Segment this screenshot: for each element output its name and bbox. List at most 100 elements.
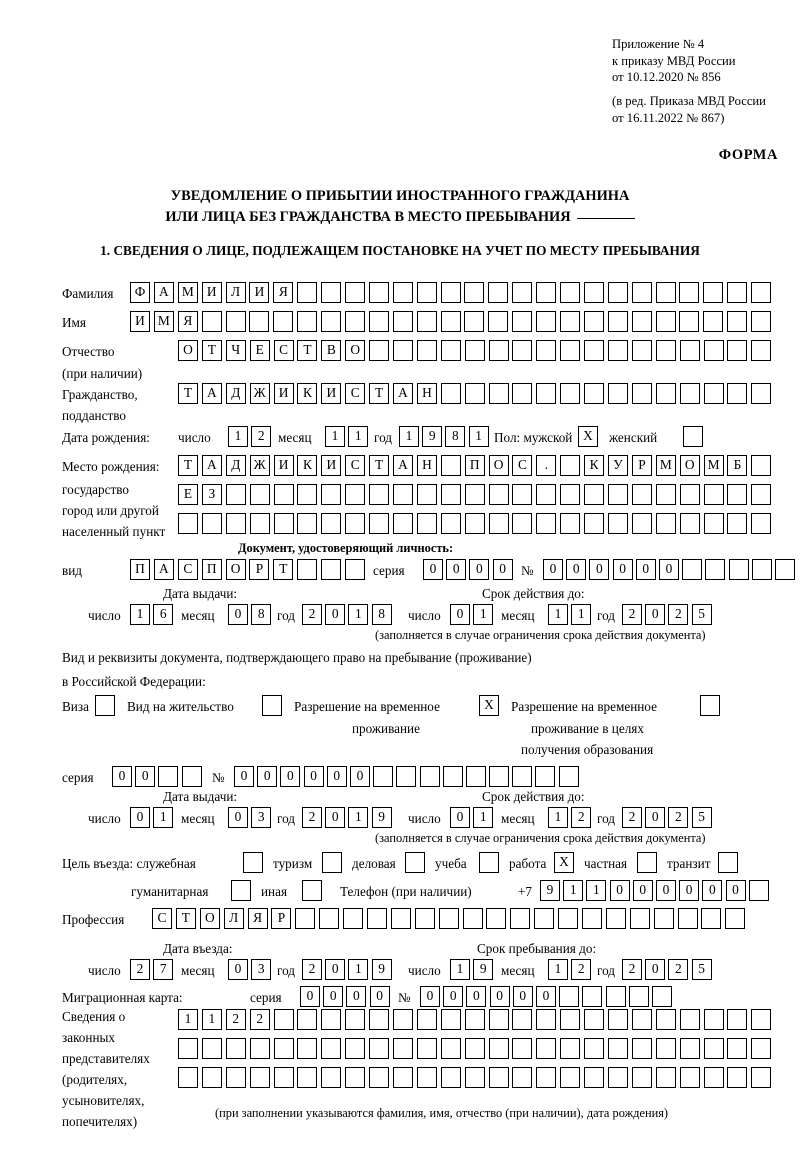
char-cell[interactable] <box>751 1067 772 1088</box>
char-cell[interactable]: О <box>679 455 700 476</box>
char-cell[interactable] <box>393 1038 414 1059</box>
char-cell[interactable]: С <box>345 383 366 404</box>
char-cell[interactable]: 0 <box>492 559 513 580</box>
char-cell[interactable] <box>414 908 435 929</box>
char-cell[interactable]: 9 <box>422 426 443 447</box>
char-cell[interactable]: Я <box>247 908 268 929</box>
purpose-humanitarian-checkbox[interactable] <box>231 880 251 901</box>
char-cell[interactable]: Т <box>178 383 198 404</box>
char-cell[interactable] <box>393 513 414 534</box>
char-cell[interactable] <box>297 484 318 505</box>
char-cell[interactable] <box>225 1038 246 1059</box>
char-cell[interactable] <box>751 383 772 404</box>
char-cell[interactable] <box>489 766 510 787</box>
visa-checkbox[interactable] <box>95 695 115 716</box>
char-cell[interactable] <box>392 311 413 332</box>
char-cell[interactable]: 3 <box>251 959 272 980</box>
char-cell[interactable]: 0 <box>228 604 248 625</box>
purpose-transit-checkbox[interactable] <box>718 852 738 873</box>
char-cell[interactable]: И <box>249 282 270 303</box>
char-cell[interactable] <box>486 908 507 929</box>
char-cell[interactable]: М <box>703 455 724 476</box>
char-cell[interactable]: 0 <box>466 986 487 1007</box>
char-cell[interactable] <box>181 766 202 787</box>
char-cell[interactable] <box>369 1009 390 1030</box>
char-cell[interactable]: 0 <box>566 559 587 580</box>
char-cell[interactable] <box>727 484 748 505</box>
char-cell[interactable] <box>751 513 772 534</box>
char-cell[interactable]: О <box>199 908 220 929</box>
residence-permit-checkbox[interactable] <box>262 695 282 716</box>
char-cell[interactable] <box>393 1009 414 1030</box>
char-cell[interactable]: 2 <box>249 1009 270 1030</box>
char-cell[interactable] <box>608 1009 629 1030</box>
char-cell[interactable] <box>582 986 603 1007</box>
char-cell[interactable] <box>631 340 652 361</box>
char-cell[interactable]: Т <box>369 455 390 476</box>
char-cell[interactable]: 9 <box>473 959 494 980</box>
char-cell[interactable]: П <box>201 559 222 580</box>
char-cell[interactable] <box>655 1038 676 1059</box>
char-cell[interactable] <box>560 484 581 505</box>
char-cell[interactable]: И <box>130 311 150 332</box>
char-cell[interactable] <box>321 1038 342 1059</box>
char-cell[interactable]: С <box>273 340 294 361</box>
char-cell[interactable] <box>584 383 605 404</box>
char-cell[interactable] <box>560 311 581 332</box>
char-cell[interactable] <box>225 484 246 505</box>
char-cell[interactable] <box>178 1038 198 1059</box>
char-cell[interactable] <box>488 383 509 404</box>
char-cell[interactable] <box>727 1067 748 1088</box>
char-cell[interactable] <box>560 1009 581 1030</box>
char-cell[interactable] <box>392 282 413 303</box>
char-cell[interactable] <box>225 1067 246 1088</box>
char-cell[interactable] <box>368 311 389 332</box>
char-cell[interactable]: 1 <box>325 426 345 447</box>
char-cell[interactable] <box>584 1009 605 1030</box>
char-cell[interactable]: Т <box>369 383 390 404</box>
char-cell[interactable]: 0 <box>450 604 470 625</box>
char-cell[interactable]: М <box>153 311 174 332</box>
char-cell[interactable] <box>629 908 650 929</box>
char-cell[interactable]: Л <box>225 282 246 303</box>
char-cell[interactable] <box>631 311 652 332</box>
char-cell[interactable] <box>488 513 509 534</box>
char-cell[interactable]: 1 <box>563 880 584 901</box>
char-cell[interactable] <box>703 513 724 534</box>
char-cell[interactable] <box>655 1009 676 1030</box>
char-cell[interactable] <box>440 1067 461 1088</box>
char-cell[interactable] <box>440 282 461 303</box>
char-cell[interactable]: А <box>201 455 222 476</box>
purpose-study-checkbox[interactable] <box>479 852 499 873</box>
char-cell[interactable] <box>512 282 533 303</box>
char-cell[interactable] <box>488 340 509 361</box>
char-cell[interactable]: 5 <box>691 604 712 625</box>
char-cell[interactable]: 0 <box>645 807 666 828</box>
char-cell[interactable]: 9 <box>540 880 560 901</box>
char-cell[interactable]: 1 <box>153 807 174 828</box>
char-cell[interactable] <box>607 311 628 332</box>
char-cell[interactable]: Ж <box>249 383 270 404</box>
char-cell[interactable] <box>273 1067 294 1088</box>
char-cell[interactable]: 2 <box>130 959 150 980</box>
char-cell[interactable] <box>416 282 437 303</box>
char-cell[interactable] <box>297 1067 318 1088</box>
char-cell[interactable]: Е <box>178 484 198 505</box>
char-cell[interactable]: 2 <box>302 604 322 625</box>
char-cell[interactable]: 0 <box>325 604 346 625</box>
char-cell[interactable] <box>608 340 629 361</box>
char-cell[interactable]: 0 <box>303 766 324 787</box>
char-cell[interactable] <box>201 311 222 332</box>
sex-male-checkbox[interactable]: X <box>578 426 598 447</box>
char-cell[interactable]: 0 <box>512 986 533 1007</box>
char-cell[interactable] <box>608 1067 629 1088</box>
char-cell[interactable]: 1 <box>348 807 369 828</box>
char-cell[interactable] <box>631 383 652 404</box>
char-cell[interactable] <box>536 311 557 332</box>
char-cell[interactable] <box>655 383 676 404</box>
char-cell[interactable]: 0 <box>543 559 563 580</box>
